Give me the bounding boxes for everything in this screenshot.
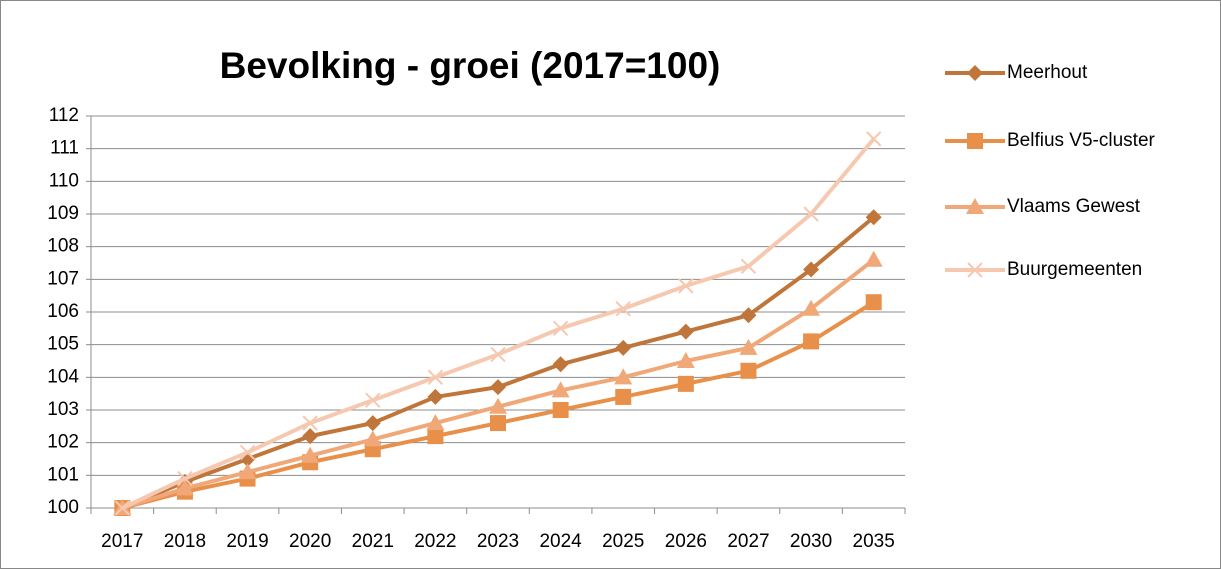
x-tick-label: 2026 [665, 531, 707, 552]
y-tick-label: 103 [47, 399, 79, 420]
marker [239, 444, 256, 461]
legend-marker [967, 133, 983, 149]
x-tick-label: 2022 [414, 531, 456, 552]
marker [489, 397, 507, 414]
marker [365, 392, 381, 408]
marker [238, 463, 257, 480]
x-tick-label: 2019 [226, 531, 268, 552]
marker [865, 294, 882, 311]
marker [302, 428, 319, 445]
x-tick-label: 2020 [289, 531, 331, 552]
x-tick-label: 2017 [101, 531, 143, 552]
marker [677, 375, 694, 392]
marker [615, 388, 632, 405]
marker [677, 323, 694, 340]
marker [490, 346, 506, 363]
marker [177, 470, 193, 487]
y-tick-label: 102 [47, 432, 79, 453]
marker [614, 368, 633, 385]
marker [865, 209, 882, 226]
marker [301, 446, 320, 463]
y-tick-label: 110 [49, 170, 79, 191]
x-tick-label: 2025 [602, 531, 644, 552]
marker [552, 402, 569, 418]
y-tick-label: 105 [47, 334, 79, 355]
marker [802, 299, 821, 316]
marker [864, 250, 883, 267]
marker [114, 500, 131, 516]
y-tick-label: 101 [47, 464, 79, 485]
x-tick-label: 2018 [164, 531, 206, 552]
marker [803, 261, 820, 278]
legend-marker [967, 65, 983, 81]
marker [740, 362, 757, 379]
y-tick-label: 109 [47, 203, 79, 224]
marker [678, 278, 694, 294]
legend-marker [966, 198, 984, 214]
marker [740, 258, 757, 274]
y-tick-label: 107 [47, 268, 79, 289]
marker [426, 414, 445, 431]
y-tick-label: 100 [47, 497, 79, 518]
marker [427, 428, 444, 445]
marker [427, 388, 444, 405]
legend-label: Vlaams Gewest [1007, 196, 1141, 217]
marker [551, 381, 570, 398]
marker [552, 320, 569, 337]
chart-title: Bevolking - groei (2017=100) [220, 45, 721, 86]
legend-label: Belfius V5-cluster [1007, 130, 1156, 151]
marker [739, 338, 758, 355]
x-tick-label: 2027 [727, 531, 769, 552]
marker [364, 415, 381, 432]
x-tick-label: 2024 [539, 531, 582, 552]
marker [552, 356, 569, 373]
marker [490, 379, 506, 396]
marker [740, 307, 757, 324]
marker [363, 430, 382, 447]
marker [615, 301, 631, 317]
y-tick-label: 111 [50, 138, 79, 159]
marker [676, 352, 695, 368]
x-tick-label: 2035 [853, 531, 895, 552]
x-tick-label: 2021 [352, 531, 394, 552]
marker [427, 369, 444, 386]
marker [803, 333, 820, 350]
marker [175, 479, 194, 496]
y-tick-label: 106 [47, 301, 79, 322]
marker [302, 415, 318, 431]
marker [803, 206, 819, 222]
legend-label: Buurgemeenten [1007, 259, 1142, 280]
legend-marker [967, 262, 983, 278]
y-tick-label: 112 [49, 105, 79, 126]
y-tick-label: 104 [47, 366, 79, 387]
marker [490, 415, 506, 432]
marker [865, 131, 882, 147]
x-tick-label: 2030 [790, 531, 832, 552]
legend-label: Meerhout [1007, 62, 1088, 83]
marker [615, 339, 632, 356]
y-tick-label: 108 [47, 236, 79, 257]
x-tick-label: 2023 [477, 531, 519, 552]
